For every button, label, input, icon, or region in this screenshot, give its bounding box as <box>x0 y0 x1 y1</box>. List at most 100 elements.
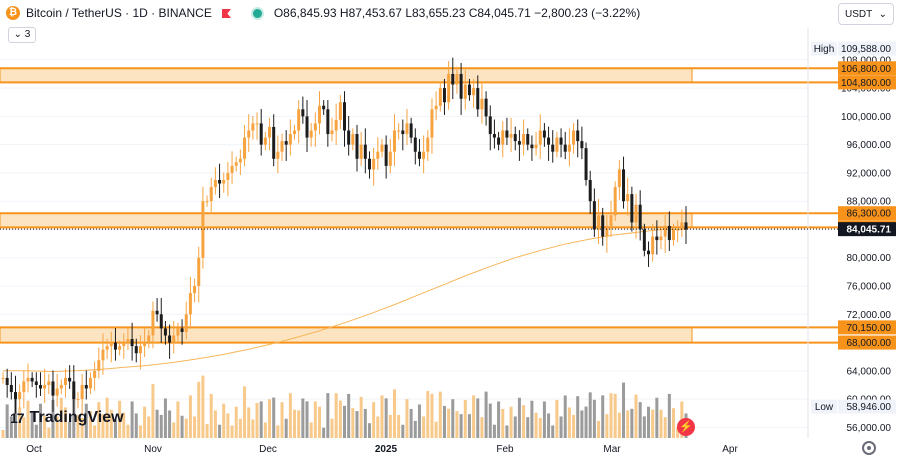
price-labels: High 109,588.00 106,800.00 104,800.00 86,300… <box>0 41 896 414</box>
volume-bar <box>601 395 605 438</box>
zone-price-bg <box>838 335 896 350</box>
indicator-count: 3 <box>24 29 31 40</box>
chart-header: ₿ Bitcoin / TetherUS · 1D · BINANCE O86,… <box>0 0 840 26</box>
last-price-label: 84,045.71 <box>847 225 892 236</box>
y-tick-label: 108,000.00 <box>841 55 891 66</box>
volume-bar <box>134 413 138 438</box>
volume-bar <box>176 401 180 438</box>
volume-bar <box>609 393 613 438</box>
gear-icon[interactable] <box>862 441 876 455</box>
candle-body <box>343 102 346 131</box>
candle-body <box>555 137 559 152</box>
candle-body <box>480 98 484 110</box>
candle-body <box>372 158 376 170</box>
candle-body <box>55 388 59 396</box>
volume-bar <box>351 408 355 438</box>
volume-bar <box>676 427 680 438</box>
volume-bar <box>513 416 517 438</box>
volume-bar <box>251 419 255 438</box>
candle-body <box>226 172 230 180</box>
candle-body <box>34 381 38 385</box>
candle-body <box>676 229 680 231</box>
candle-body <box>367 158 371 170</box>
zones <box>0 67 838 344</box>
candle-body <box>5 377 9 385</box>
candle-body <box>580 141 584 149</box>
candle-body <box>647 250 651 255</box>
volume-bar <box>276 425 280 438</box>
candle-body <box>272 126 276 159</box>
volume-bar <box>447 408 451 438</box>
volume-bar <box>572 414 576 438</box>
volume-bar <box>417 404 421 438</box>
volume-bar <box>672 408 676 438</box>
volume-bar <box>280 402 284 438</box>
candle-body <box>472 88 476 96</box>
candle-body <box>263 137 267 145</box>
price-tag-caption: High <box>814 44 835 55</box>
candle-body <box>93 370 97 378</box>
candle-body <box>451 73 455 85</box>
volume-bar <box>597 420 601 438</box>
currency-select[interactable]: USDT ⌄ <box>838 3 894 25</box>
indicators-toggle[interactable]: ⌄ 3 <box>8 27 36 43</box>
candle-body <box>672 229 676 241</box>
x-tick-label: Oct <box>26 444 42 455</box>
candle-body <box>84 384 88 389</box>
candle-body <box>438 88 442 106</box>
price-tag-bg <box>838 399 896 414</box>
grid <box>0 59 808 428</box>
candle-body <box>26 377 30 382</box>
volume-bar <box>476 398 480 438</box>
candle-body <box>259 123 263 145</box>
x-tick-label: Dec <box>259 444 277 455</box>
volume-bar <box>430 393 434 438</box>
symbol-title[interactable]: Bitcoin / TetherUS · 1D · BINANCE <box>26 6 212 20</box>
candle-body <box>313 123 317 131</box>
candle-body <box>88 377 92 389</box>
volume-bar <box>584 406 588 438</box>
candle-body <box>234 162 238 166</box>
time-scale: Oct Nov Dec 2025 Feb Mar Apr <box>26 444 738 455</box>
candles <box>1 57 688 416</box>
candle-body <box>276 151 280 159</box>
candle-body <box>359 144 363 159</box>
candle-body <box>384 144 388 166</box>
x-tick-label: 2025 <box>375 444 398 455</box>
volume-bar <box>263 422 267 438</box>
volume-bar <box>542 401 546 438</box>
flag-icon[interactable] <box>221 8 231 18</box>
tv-logo-icon: 17 <box>10 410 25 426</box>
zone-price-bg <box>838 61 896 76</box>
volume-bar <box>5 404 9 438</box>
candle-body <box>463 84 467 99</box>
zone-price-bg <box>838 206 896 221</box>
volume-bar <box>655 397 659 438</box>
candle-body <box>184 314 188 332</box>
volume-bar <box>451 399 455 438</box>
candle-body <box>426 137 430 152</box>
x-tick-label: Feb <box>496 444 514 455</box>
candle-body <box>588 179 592 202</box>
candle-body <box>338 102 342 120</box>
volume-bar <box>293 409 297 438</box>
volume-bar <box>318 406 322 438</box>
volume-bar <box>38 403 42 438</box>
bolt-icon[interactable]: ⚡ <box>677 418 695 436</box>
volume-bar <box>330 418 334 438</box>
candle-body <box>459 73 463 99</box>
volume-bar <box>126 424 130 438</box>
candle-body <box>409 123 413 138</box>
volume-bar <box>105 397 109 438</box>
volume-bar <box>505 425 509 438</box>
candle-body <box>109 342 113 347</box>
volume-bar <box>605 414 609 438</box>
candle-body <box>622 169 626 202</box>
volume-bar <box>163 398 167 438</box>
y-tick-label: 96,000.00 <box>847 140 892 151</box>
candle-body <box>243 137 247 159</box>
volume-bar <box>480 417 484 438</box>
volume-bar <box>492 424 496 438</box>
candle-body <box>417 151 421 159</box>
